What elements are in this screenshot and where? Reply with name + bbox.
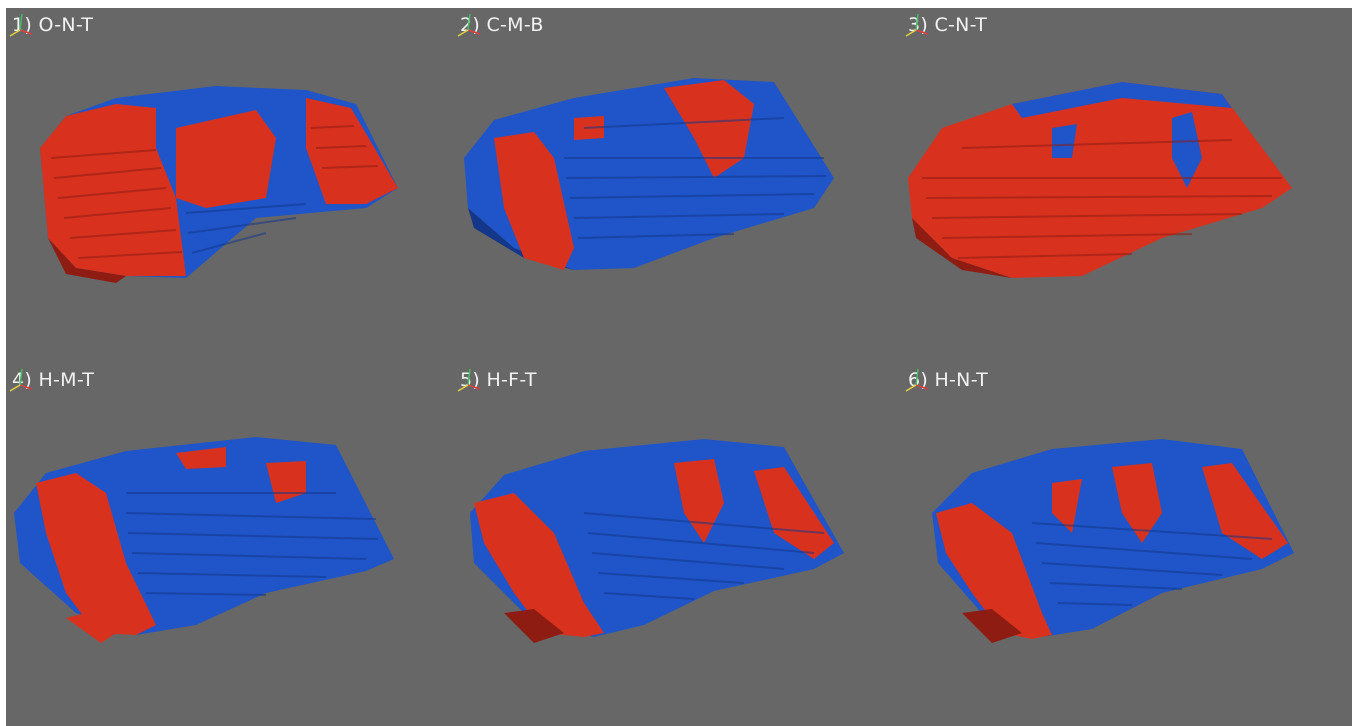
panel-label: 5) H-F-T [460,369,537,391]
panel-1: 1) O-N-T [6,8,454,363]
axes-orientation-icon [9,13,33,37]
voxel-model [14,437,394,643]
panel-label: 1) O-N-T [12,14,94,36]
axes-orientation-icon [905,13,929,37]
voxel-model [470,439,844,643]
viewport-grid: 1) O-N-T 2) C-M-B [6,8,1352,726]
panel-2: 2) C-M-B [454,8,902,363]
panel-label: 4) H-M-T [12,369,95,391]
axes-orientation-icon [9,368,33,392]
voxel-model [464,78,834,270]
axes-orientation-icon [905,368,929,392]
voxel-model [40,86,398,283]
panel-5: 5) H-F-T [454,363,902,718]
panel-4: 4) H-M-T [6,363,454,718]
voxel-model [932,439,1294,643]
axes-orientation-icon [457,13,481,37]
panel-3: 3) C-N-T [902,8,1350,363]
panel-label: 2) C-M-B [460,14,544,36]
axes-orientation-icon [457,368,481,392]
panel-label: 6) H-N-T [908,369,989,391]
voxel-model [908,82,1292,278]
panel-label: 3) C-N-T [908,14,987,36]
panel-6: 6) H-N-T [902,363,1350,718]
